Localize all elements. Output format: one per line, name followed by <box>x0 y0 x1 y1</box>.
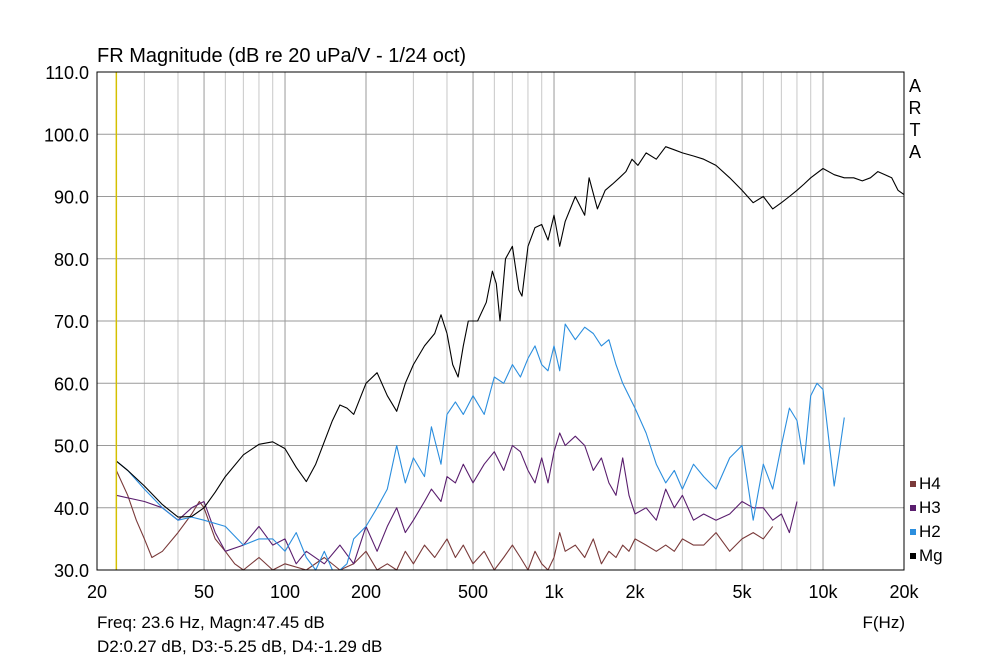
plot-frame <box>96 71 905 571</box>
chart-title: FR Magnitude (dB re 20 uPa/V - 1/24 oct) <box>97 45 466 67</box>
x-tick-label: 2k <box>625 582 645 602</box>
y-tick-label: 100.0 <box>44 125 89 145</box>
y-tick-label: 80.0 <box>54 250 89 270</box>
y-tick-label: 110.0 <box>45 63 89 83</box>
watermark-letter: T <box>910 120 921 140</box>
y-tick-label: 30.0 <box>54 561 89 581</box>
y-tick-labels: 30.0 40.0 50.0 60.0 70.0 80.0 90.0 100.0 110.0 <box>44 63 89 581</box>
cursor-readout-frequency: Freq: 23.6 Hz, Magn:47.45 dB <box>97 613 325 632</box>
legend-swatch-h4 <box>910 481 916 487</box>
legend-label-mg: Mg <box>919 546 943 565</box>
legend-swatch-h3 <box>910 505 916 511</box>
x-tick-label: 5k <box>733 582 753 602</box>
watermark-letter: A <box>909 76 921 96</box>
legend-label-h3: H3 <box>919 498 941 517</box>
x-tick-label: 10k <box>809 582 839 602</box>
x-axis-label: F(Hz) <box>863 613 905 632</box>
legend-swatch-mg <box>910 553 916 559</box>
legend-label-h4: H4 <box>919 474 941 493</box>
y-tick-label: 50.0 <box>54 437 89 457</box>
y-tick-label: 60.0 <box>54 374 89 394</box>
y-tick-label: 90.0 <box>54 188 89 208</box>
legend: H4 H3 H2 Mg <box>910 474 943 565</box>
y-tick-label: 40.0 <box>54 499 89 519</box>
x-tick-label: 20k <box>889 582 919 602</box>
x-tick-label: 500 <box>458 582 488 602</box>
y-tick-label: 70.0 <box>54 312 89 332</box>
series-line-mg <box>115 146 905 518</box>
x-tick-label: 200 <box>351 582 381 602</box>
series-line-h2 <box>115 323 845 571</box>
series-group <box>115 146 905 571</box>
x-tick-label: 1k <box>545 582 565 602</box>
grid <box>97 72 904 570</box>
cursor-readout-distortion: D2:0.27 dB, D3:-5.25 dB, D4:-1.29 dB <box>97 637 383 656</box>
x-tick-labels: 20 50 100 200 500 1k 2k 5k 10k 20k <box>87 582 920 602</box>
x-tick-label: 50 <box>194 582 214 602</box>
series-line-h3 <box>116 432 798 565</box>
x-tick-label: 100 <box>270 582 300 602</box>
watermark-letter: A <box>909 142 921 162</box>
watermark-letter: R <box>909 98 922 118</box>
legend-label-h2: H2 <box>919 522 941 541</box>
x-tick-label: 20 <box>87 582 107 602</box>
legend-swatch-h2 <box>910 529 916 535</box>
